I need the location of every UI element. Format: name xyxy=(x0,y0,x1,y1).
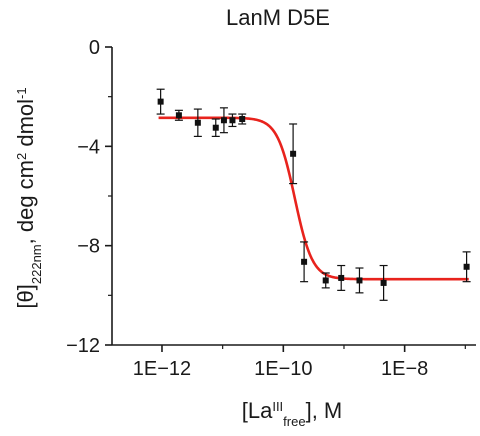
y-tick-label: 0 xyxy=(89,37,100,59)
x-axis-label-superscript: III xyxy=(272,399,283,414)
data-point xyxy=(175,112,182,119)
y-axis-label-middle-2: dmol xyxy=(13,99,38,153)
data-point xyxy=(239,116,246,123)
y-axis-label-prefix: [θ] xyxy=(13,284,38,308)
data-point xyxy=(338,274,345,281)
data-point xyxy=(229,117,236,124)
y-axis-label: [θ]222nm, deg cm2 dmol-1 xyxy=(13,87,44,308)
fit-layer xyxy=(158,116,470,281)
data-point xyxy=(322,277,329,284)
data-point xyxy=(194,119,201,126)
y-axis-label-subscript: 222nm xyxy=(29,244,44,284)
chart-title: LanM D5E xyxy=(226,5,330,30)
x-tick-label: 1E−12 xyxy=(133,358,191,380)
x-axis-label-prefix: [La xyxy=(242,398,273,423)
fit-curve xyxy=(158,116,470,281)
data-point xyxy=(157,98,164,105)
data-point xyxy=(290,150,297,157)
data-point xyxy=(220,117,227,124)
y-axis-label-superscript-1: 2 xyxy=(14,153,29,160)
y-tick-label: −12 xyxy=(66,335,100,357)
data-point xyxy=(301,258,308,265)
x-tick-label: 1E−8 xyxy=(381,358,428,380)
x-axis-label-subscript: free xyxy=(283,414,305,429)
data-point xyxy=(212,124,219,131)
x-tick-label: 1E−10 xyxy=(254,358,312,380)
y-axis-label-middle: , deg cm xyxy=(13,160,38,244)
data-point xyxy=(356,277,363,284)
y-tick-label: −4 xyxy=(77,136,100,158)
axes: 0 −4 −8 −12 1E−12 1E−10 1E−8 xyxy=(66,37,476,380)
points-layer xyxy=(156,88,471,301)
y-axis-label-superscript-2: -1 xyxy=(14,87,29,99)
data-point xyxy=(463,263,470,270)
y-tick-label: −8 xyxy=(77,236,100,258)
data-point xyxy=(380,279,387,286)
x-axis-label: [LaIIIfree], M xyxy=(242,398,343,429)
x-axis-label-suffix: ], M xyxy=(306,398,343,423)
